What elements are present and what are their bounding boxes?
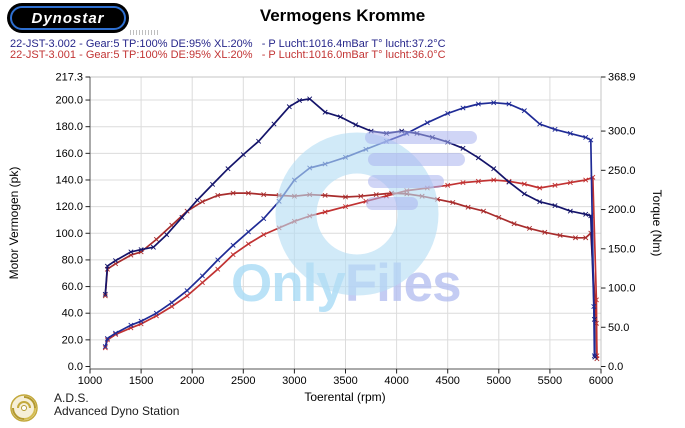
ads-name: Advanced Dyno Station	[54, 404, 180, 418]
logo-text: Dynostar	[31, 9, 105, 27]
left-tick-label: 160.0	[55, 148, 83, 160]
right-tick-label: 150.0	[608, 243, 636, 255]
left-tick-label: 120.0	[55, 201, 83, 213]
right-tick-label: 300.0	[608, 126, 636, 138]
page-title: Vermogens Kromme	[259, 6, 426, 25]
right-tick-label: 200.0	[608, 204, 636, 216]
x-tick-label: 1000	[78, 375, 102, 387]
x-tick-label: 2000	[180, 375, 204, 387]
x-tick-label: 4500	[435, 375, 459, 387]
left-tick-label: 100.0	[55, 228, 83, 240]
x-tick-label: 5000	[487, 375, 511, 387]
curve-torque-002	[104, 98, 596, 358]
legend-run-2: 22-JST-3.001 - Gear:5 TP:100% DE:95% XL:…	[10, 49, 446, 61]
right-tick-label: 368.9	[608, 72, 636, 84]
logo-ring	[10, 6, 126, 30]
left-tick-label: 80.0	[62, 254, 83, 266]
ads-abbr: A.D.S.	[54, 391, 89, 405]
left-tick-label: 180.0	[55, 121, 83, 133]
markers-torque-001	[102, 190, 600, 362]
x-tick-label: 6000	[589, 375, 613, 387]
dynostar-logo: Dynostar	[7, 3, 129, 33]
left-tick-label: 217.3	[55, 72, 83, 84]
left-tick-label: 20.0	[62, 334, 83, 346]
x-tick-label: 1500	[129, 375, 153, 387]
right-tick-label: 50.0	[608, 322, 629, 334]
right-tick-label: 100.0	[608, 283, 636, 295]
watermark-wing-icon	[366, 197, 418, 210]
watermark-circle-icon	[275, 132, 439, 296]
right-tick-label: 0.0	[608, 361, 623, 373]
x-tick-label: 3000	[282, 375, 306, 387]
x-tick-label: 4000	[384, 375, 408, 387]
watermark-wing-icon	[365, 131, 477, 144]
ads-logo-icon	[10, 394, 38, 422]
x-axis-label: Toerental (rpm)	[304, 390, 386, 404]
logo-fineprint	[130, 30, 158, 35]
left-tick-label: 140.0	[55, 174, 83, 186]
legend-run-1: 22-JST-3.002 - Gear:5 TP:100% DE:95% XL:…	[10, 38, 446, 50]
x-tick-label: 3500	[333, 375, 357, 387]
left-tick-label: 60.0	[62, 281, 83, 293]
x-tick-label: 5500	[538, 375, 562, 387]
left-tick-label: 40.0	[62, 308, 83, 320]
left-tick-label: 200.0	[55, 95, 83, 107]
watermark-wing-icon	[368, 175, 444, 188]
footer: A.D.S. Advanced Dyno Station	[8, 392, 179, 424]
right-tick-label: 250.0	[608, 165, 636, 177]
x-tick-label: 2500	[231, 375, 255, 387]
left-tick-label: 0.0	[68, 361, 83, 373]
watermark-wing-icon	[368, 153, 465, 166]
